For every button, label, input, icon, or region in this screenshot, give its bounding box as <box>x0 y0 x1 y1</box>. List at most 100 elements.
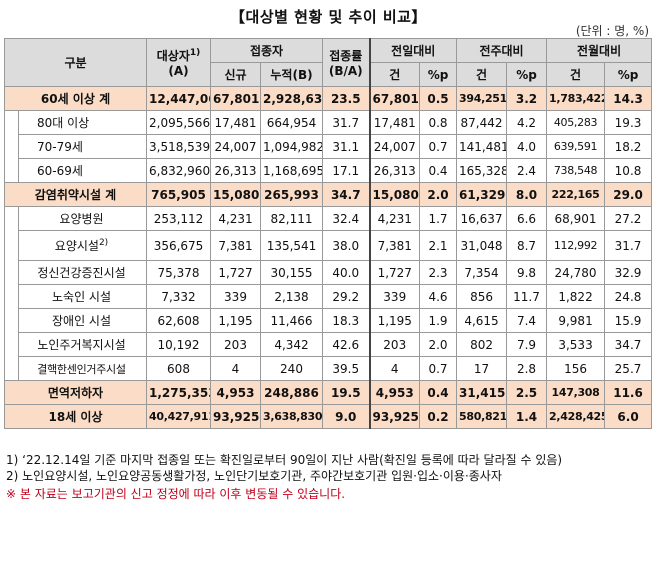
cell-new: 93,925 <box>210 404 261 429</box>
cell-cumulative: 135,541 <box>260 230 323 261</box>
table-row: 60세 이상 계 12,447,065 67,801 2,928,631 23.… <box>4 86 653 111</box>
row-label: 80대 이상 <box>18 110 147 135</box>
cell-rate: 9.0 <box>322 404 370 429</box>
row-label: 노인주거복지시설 <box>18 332 147 357</box>
cell-cumulative: 1,094,982 <box>260 134 323 159</box>
cell-new: 339 <box>210 284 261 309</box>
table-row: 결핵한센인거주시설 608 4 240 39.5 4 0.7 17 2.8 15… <box>5 356 653 381</box>
cell-new: 4 <box>210 356 261 381</box>
table-row: 감염취약시설 계 765,905 15,080 265,993 34.7 15,… <box>4 182 653 207</box>
row-label: 면역저하자 <box>4 380 147 405</box>
cell-new: 26,313 <box>210 158 261 183</box>
header-month-pct: %p <box>604 62 653 87</box>
table-row: 70-79세 3,518,539 24,007 1,094,982 31.1 2… <box>5 134 653 159</box>
row-label: 60세 이상 계 <box>4 86 147 111</box>
footnotes: 1) ‘22.12.14일 기준 마지막 접종일 또는 확진일로부터 90일이 … <box>6 452 651 502</box>
row-label: 정신건강증진시설 <box>18 260 147 285</box>
cell-day-pct: 2.3 <box>418 260 458 285</box>
cell-rate: 40.0 <box>322 260 370 285</box>
cell-day-pct: 0.2 <box>418 404 458 429</box>
cell-week-count: 17 <box>456 356 508 381</box>
indent-spacer <box>4 206 19 381</box>
cell-cumulative: 240 <box>260 356 323 381</box>
cell-new: 24,007 <box>210 134 261 159</box>
cell-rate: 29.2 <box>322 284 370 309</box>
cell-rate: 19.5 <box>322 380 370 405</box>
cell-day-count: 17,481 <box>368 110 420 135</box>
cell-week-pct: 8.0 <box>506 182 548 207</box>
cell-week-count: 16,637 <box>456 206 508 231</box>
cell-week-count: 87,442 <box>456 110 508 135</box>
header-week-count: 건 <box>456 62 508 87</box>
cell-target: 12,447,065 <box>146 86 211 111</box>
cell-day-pct: 0.5 <box>418 86 458 111</box>
cell-day-pct: 0.8 <box>418 110 458 135</box>
cell-rate: 31.1 <box>322 134 370 159</box>
cell-day-count: 4,231 <box>368 206 420 231</box>
cell-month-pct: 6.0 <box>604 404 653 429</box>
cell-day-count: 1,195 <box>368 308 420 333</box>
row-label: 요양병원 <box>18 206 147 231</box>
cell-week-count: 141,481 <box>456 134 508 159</box>
footnote-2: 2) 노인요양시설, 노인요양공동생활가정, 노인단기보호기관, 주야간보호기관… <box>6 469 502 483</box>
cell-cumulative: 30,155 <box>260 260 323 285</box>
footnote-1: 1) ‘22.12.14일 기준 마지막 접종일 또는 확진일로부터 90일이 … <box>6 453 563 467</box>
table-row: 면역저하자 1,275,353 4,953 248,886 19.5 4,953… <box>4 380 653 405</box>
cell-day-pct: 4.6 <box>418 284 458 309</box>
cell-cumulative: 664,954 <box>260 110 323 135</box>
cell-week-count: 802 <box>456 332 508 357</box>
cell-new: 4,953 <box>210 380 261 405</box>
cell-day-count: 7,381 <box>368 230 420 261</box>
cell-target: 765,905 <box>146 182 211 207</box>
cell-target: 2,095,566 <box>146 110 211 135</box>
cell-month-pct: 24.8 <box>604 284 653 309</box>
cell-rate: 31.7 <box>322 110 370 135</box>
cell-rate: 34.7 <box>322 182 370 207</box>
cell-week-pct: 2.4 <box>506 158 548 183</box>
cell-cumulative: 2,138 <box>260 284 323 309</box>
table-row: 노숙인 시설 7,332 339 2,138 29.2 339 4.6 856 … <box>5 284 653 309</box>
cell-month-count: 3,533 <box>546 332 606 357</box>
table-row: 노인주거복지시설 10,192 203 4,342 42.6 203 2.0 8… <box>5 332 653 357</box>
header-rate: 접종률 (B/A) <box>322 38 370 87</box>
cell-month-count: 24,780 <box>546 260 606 285</box>
cell-month-pct: 10.8 <box>604 158 653 183</box>
cell-month-pct: 11.6 <box>604 380 653 405</box>
row-label: 노숙인 시설 <box>18 284 147 309</box>
header-prev-month: 전월대비 <box>546 38 653 63</box>
cell-week-pct: 4.0 <box>506 134 548 159</box>
cell-week-pct: 8.7 <box>506 230 548 261</box>
cell-month-count: 1,783,422 <box>546 86 606 111</box>
cell-week-pct: 1.4 <box>506 404 548 429</box>
cell-rate: 18.3 <box>322 308 370 333</box>
cell-month-pct: 19.3 <box>604 110 653 135</box>
cell-day-count: 1,727 <box>368 260 420 285</box>
cell-target: 356,675 <box>146 230 211 261</box>
cell-month-count: 738,548 <box>546 158 606 183</box>
cell-new: 15,080 <box>210 182 261 207</box>
row-label: 장애인 시설 <box>18 308 147 333</box>
cell-month-pct: 29.0 <box>604 182 653 207</box>
cell-target: 1,275,353 <box>146 380 211 405</box>
cell-month-count: 222,165 <box>546 182 606 207</box>
cell-target: 3,518,539 <box>146 134 211 159</box>
header-day-pct: %p <box>418 62 458 87</box>
cell-week-pct: 7.4 <box>506 308 548 333</box>
cell-day-pct: 2.1 <box>418 230 458 261</box>
cell-month-count: 147,308 <box>546 380 606 405</box>
cell-week-count: 394,251 <box>456 86 508 111</box>
header-cumulative: 누적(B) <box>260 62 323 87</box>
indent-spacer <box>4 110 19 183</box>
cell-day-count: 93,925 <box>368 404 420 429</box>
header-category: 구분 <box>4 38 147 87</box>
cell-new: 1,195 <box>210 308 261 333</box>
table-row: 정신건강증진시설 75,378 1,727 30,155 40.0 1,727 … <box>5 260 653 285</box>
cell-week-count: 7,354 <box>456 260 508 285</box>
cell-cumulative: 1,168,695 <box>260 158 323 183</box>
cell-month-count: 9,981 <box>546 308 606 333</box>
cell-new: 4,231 <box>210 206 261 231</box>
cell-new: 7,381 <box>210 230 261 261</box>
cell-day-pct: 0.4 <box>418 158 458 183</box>
table-row: 장애인 시설 62,608 1,195 11,466 18.3 1,195 1.… <box>5 308 653 333</box>
